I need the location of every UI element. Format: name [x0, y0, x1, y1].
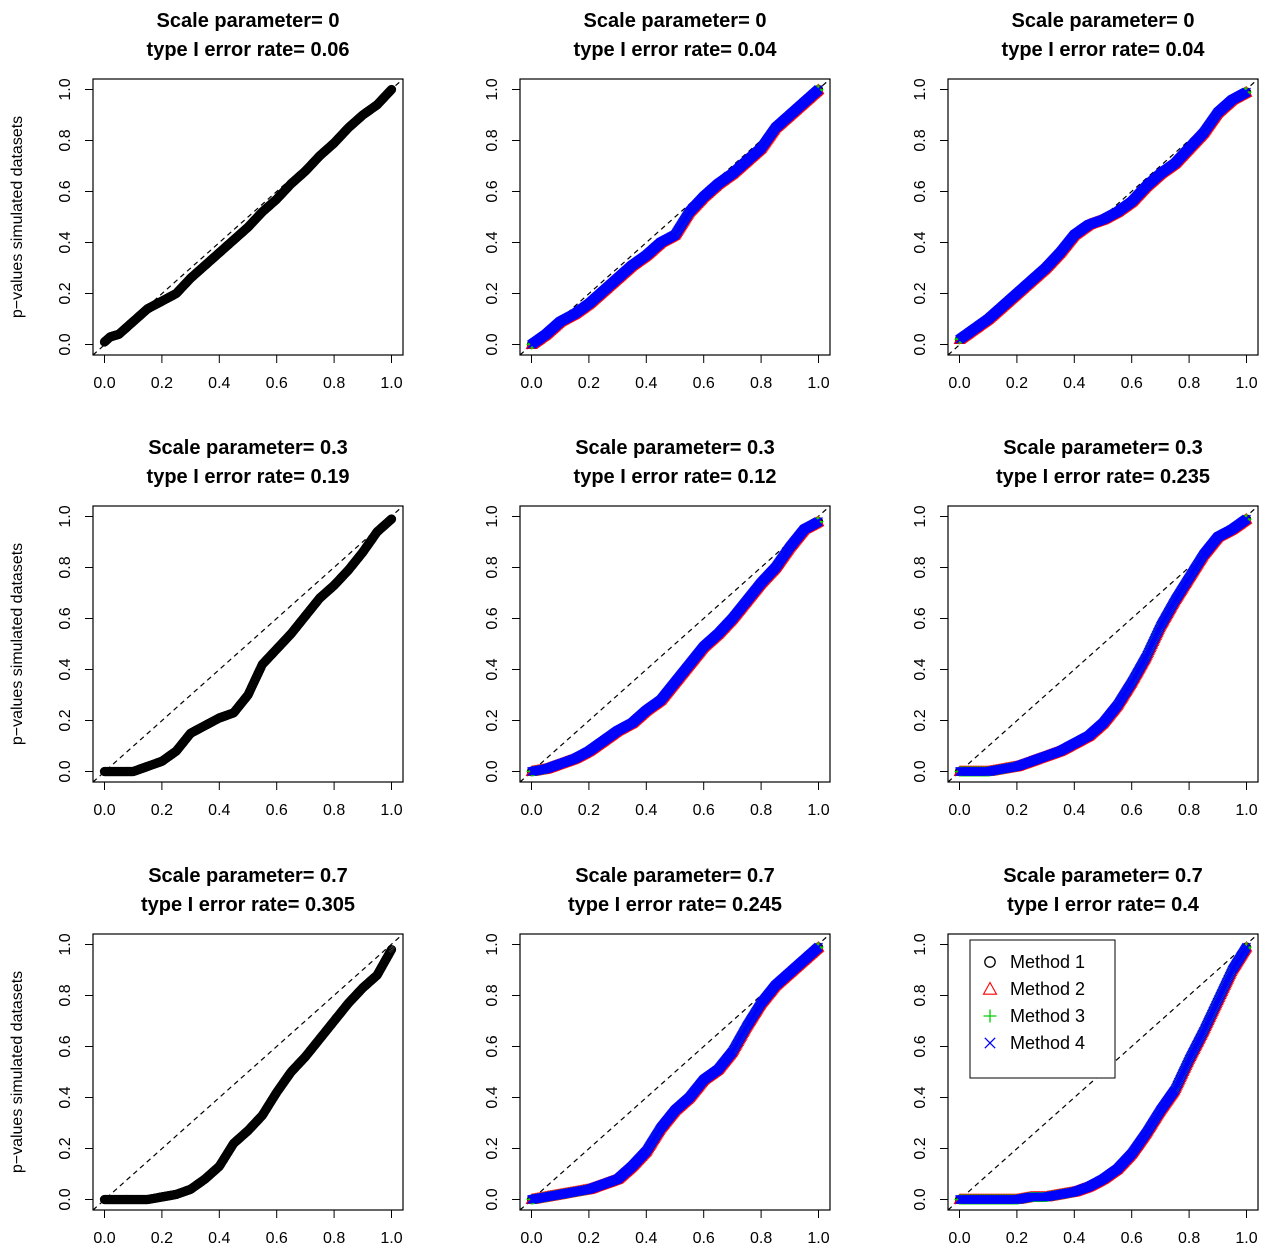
y-tick-label: 0.4: [912, 231, 929, 253]
x-tick-label: 0.4: [1063, 375, 1085, 392]
chart-panel-2: Scale parameter= 0 type I error rate= 0.0…: [484, 10, 831, 392]
x-tick-label: 0.8: [1178, 375, 1200, 392]
chart-title-line-2: type I error rate= 0.04: [1002, 39, 1206, 61]
series-method-4: [955, 87, 1251, 344]
data-point: [384, 87, 394, 97]
y-axis-title: p−values simulated datasets: [9, 543, 26, 745]
y-tick-label: 0.2: [57, 709, 74, 731]
x-tick-label: 1.0: [380, 802, 402, 819]
chart-title-line-1: Scale parameter= 0: [584, 10, 767, 32]
x-tick-label: 1.0: [380, 375, 402, 392]
x-tick-label: 0.0: [520, 802, 542, 819]
y-tick-label: 0.8: [484, 129, 501, 151]
x-tick-label: 1.0: [1235, 375, 1257, 392]
y-tick-label: 0.8: [57, 556, 74, 578]
y-tick-label: 0.0: [484, 760, 501, 782]
x-tick-label: 0.4: [635, 375, 657, 392]
y-tick-label: 0.4: [57, 658, 74, 680]
x-tick-label: 0.4: [208, 802, 230, 819]
y-tick-label: 0.2: [484, 282, 501, 304]
x-tick-label: 0.4: [635, 802, 657, 819]
x-tick-label: 0.0: [93, 802, 115, 819]
x-tick-label: 0.8: [750, 802, 772, 819]
data-point: [383, 87, 394, 98]
x-tick-label: 0.2: [151, 802, 173, 819]
series-method-1: [99, 514, 397, 777]
y-tick-label: 0.6: [484, 180, 501, 202]
x-tick-label: 0.2: [151, 375, 173, 392]
y-tick-label: 1.0: [484, 78, 501, 100]
chart-title-line-1: Scale parameter= 0: [1012, 10, 1195, 32]
x-tick-label: 0.8: [323, 375, 345, 392]
x-tick-label: 0.0: [93, 375, 115, 392]
x-tick-label: 1.0: [807, 375, 829, 392]
y-tick-label: 1.0: [912, 78, 929, 100]
y-tick-label: 0.4: [57, 231, 74, 253]
y-tick-label: 0.8: [912, 129, 929, 151]
y-tick-label: 0.0: [57, 333, 74, 355]
y-tick-label: 0.0: [57, 760, 74, 782]
chart-panel-4: Scale parameter= 0.3 type I error rate= 0…: [9, 437, 404, 819]
chart-title-line-2: type I error rate= 0.04: [574, 39, 778, 61]
y-tick-label: 0.6: [484, 607, 501, 629]
data-point: [386, 85, 396, 95]
y-tick-label: 1.0: [57, 505, 74, 527]
x-tick-label: 0.2: [578, 802, 600, 819]
x-tick-label: 0.6: [1121, 375, 1143, 392]
chart-panel-5: Scale parameter= 0.3 type I error rate= 0…: [484, 437, 831, 819]
y-tick-label: 0.2: [57, 282, 74, 304]
x-tick-label: 0.0: [520, 375, 542, 392]
chart-title-line-1: Scale parameter= 0.3: [575, 437, 775, 459]
chart-title-line-2: type I error rate= 0.19: [147, 466, 350, 488]
y-tick-label: 0.0: [484, 333, 501, 355]
x-tick-label: 0.8: [750, 375, 772, 392]
y-tick-label: 0.2: [912, 282, 929, 304]
x-tick-label: 0.6: [693, 375, 715, 392]
x-tick-label: 1.0: [807, 802, 829, 819]
chart-panel-1: Scale parameter= 0 type I error rate= 0.0…: [9, 10, 404, 392]
chart-panel-3: Scale parameter= 0 type I error rate= 0.0…: [912, 10, 1259, 392]
y-tick-label: 0.2: [484, 709, 501, 731]
x-tick-label: 0.0: [948, 375, 970, 392]
y-tick-label: 0.6: [57, 607, 74, 629]
y-tick-label: 1.0: [484, 505, 501, 527]
y-tick-label: 0.4: [484, 658, 501, 680]
data-point: [385, 86, 395, 96]
y-axis-title: p−values simulated datasets: [9, 116, 26, 318]
x-tick-label: 0.4: [208, 375, 230, 392]
y-tick-label: 0.8: [484, 556, 501, 578]
y-tick-label: 0.6: [57, 180, 74, 202]
chart-title-line-2: type I error rate= 0.12: [574, 466, 777, 488]
chart-title-line-2: type I error rate= 0.06: [147, 39, 350, 61]
y-tick-label: 0.8: [57, 129, 74, 151]
series-method-1: [99, 84, 397, 347]
chart-title-line-1: Scale parameter= 0: [157, 10, 340, 32]
y-tick-label: 0.4: [484, 231, 501, 253]
y-tick-label: 1.0: [57, 78, 74, 100]
chart-title-line-1: Scale parameter= 0.3: [148, 437, 348, 459]
x-tick-label: 0.2: [578, 375, 600, 392]
x-tick-label: 0.6: [266, 375, 288, 392]
reference-line-y-equals-x: [92, 505, 404, 783]
y-tick-label: 0.0: [912, 333, 929, 355]
y-tick-label: 0.6: [912, 180, 929, 202]
x-tick-label: 0.8: [323, 802, 345, 819]
x-tick-label: 0.2: [1006, 375, 1028, 392]
x-tick-label: 0.6: [693, 802, 715, 819]
data-point: [386, 84, 397, 95]
x-tick-label: 0.6: [266, 802, 288, 819]
